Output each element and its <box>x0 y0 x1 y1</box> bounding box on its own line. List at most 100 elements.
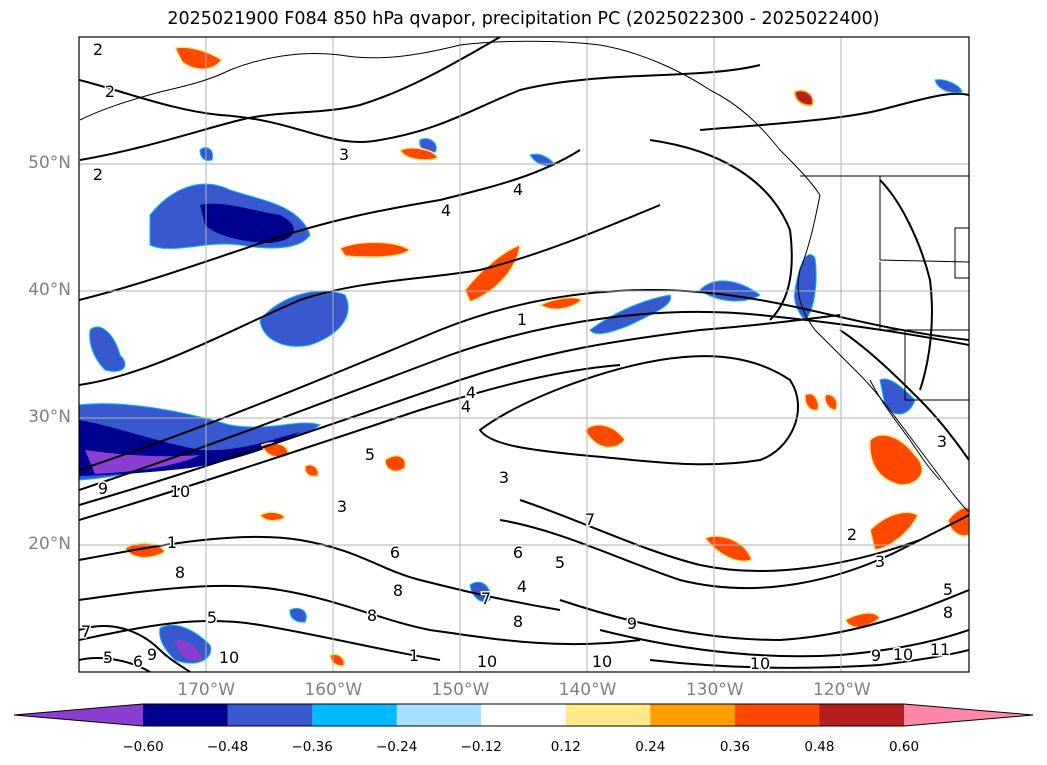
contour-line <box>79 37 501 161</box>
contour-line <box>79 584 641 646</box>
contour-label: 5 <box>103 648 113 667</box>
precip-blob <box>804 392 820 412</box>
colorbar-tick-label: 0.24 <box>635 739 666 755</box>
colorbar-extend-high <box>904 704 1033 726</box>
colorbar-extend-low <box>14 704 143 726</box>
contour-label: 10 <box>219 648 239 667</box>
colorbar-bin <box>227 704 313 726</box>
precip-blob <box>469 581 491 603</box>
latitude-label: 50°N <box>28 153 71 173</box>
qvapor-contours <box>79 37 969 672</box>
alaska-coast <box>79 40 821 196</box>
precip-blob <box>89 326 126 372</box>
contour-label: 3 <box>937 432 947 451</box>
precip-blob <box>398 147 439 161</box>
contour-label: 4 <box>461 397 471 416</box>
contour-line <box>79 535 561 611</box>
north-america-coast <box>797 194 969 513</box>
contour-label: 2 <box>93 165 103 184</box>
contour-line <box>79 314 841 506</box>
precip-positive-areas <box>123 46 969 667</box>
contour-label: 9 <box>871 646 881 665</box>
contour-label: 5 <box>555 553 565 572</box>
colorbar-tick-label: −0.36 <box>291 739 333 755</box>
colorbar-bins <box>143 704 905 726</box>
colorbar-tick-label: −0.12 <box>460 739 502 755</box>
precip-blob <box>289 607 307 623</box>
longitude-label: 160°W <box>304 680 363 700</box>
precip-blob <box>529 153 556 167</box>
contour-line <box>79 619 441 661</box>
contour-line <box>79 657 151 672</box>
contour-label: 3 <box>875 552 885 571</box>
contour-label: 1 <box>167 533 177 552</box>
contour-line <box>519 499 921 572</box>
contour-line <box>79 149 581 301</box>
contour-line <box>79 204 661 386</box>
latitude-label: 20°N <box>28 534 71 554</box>
latitude-label: 30°N <box>28 407 71 427</box>
contour-label: 10 <box>592 652 612 671</box>
contour-label: 6 <box>513 543 523 562</box>
contour-label: 8 <box>175 563 185 582</box>
colorbar-bin <box>312 704 398 726</box>
contour-label: 6 <box>390 543 400 562</box>
colorbar-tick-label: 0.12 <box>550 739 581 755</box>
contour-label: 2 <box>93 40 103 59</box>
contour-label: 7 <box>481 589 491 608</box>
contour-line <box>649 649 969 669</box>
colorbar-bin <box>565 704 651 726</box>
contour-label: 7 <box>585 510 595 529</box>
contour-label: 3 <box>499 468 509 487</box>
precip-blob <box>258 511 287 522</box>
colorbar-bin <box>734 704 820 726</box>
state-border <box>879 176 969 263</box>
colorbar-bin <box>819 704 905 726</box>
contour-label: 4 <box>441 201 451 220</box>
contour-label: 4 <box>513 180 523 199</box>
contour-line <box>79 64 761 144</box>
contour-label: 4 <box>517 577 527 596</box>
precip-blob <box>843 612 881 629</box>
colorbar-bin <box>396 704 482 726</box>
map-gridlines <box>79 37 969 672</box>
precip-blob <box>464 243 521 303</box>
precip-blob <box>824 393 838 411</box>
contour-label: 10 <box>477 652 497 671</box>
contour-label: 3 <box>337 497 347 516</box>
precip-blob <box>794 90 814 106</box>
contour-line <box>478 355 800 466</box>
longitude-label: 140°W <box>558 680 617 700</box>
contour-label: 3 <box>339 145 349 164</box>
contour-line <box>79 310 969 491</box>
contour-label: 10 <box>893 645 913 664</box>
contour-line <box>599 629 969 658</box>
contour-label: 1 <box>517 310 527 329</box>
colorbar <box>13 703 1034 727</box>
chart-title: 2025021900 F084 850 hPa qvapor, precipit… <box>167 9 880 29</box>
precip-negative-areas <box>79 79 963 664</box>
longitude-label: 120°W <box>812 680 871 700</box>
precip-blob <box>338 241 412 258</box>
contour-line <box>879 179 933 391</box>
precip-blob <box>384 454 407 472</box>
contour-label: 8 <box>943 603 953 622</box>
colorbar-tick-label: 0.48 <box>804 739 835 755</box>
contour-label: 8 <box>393 581 403 600</box>
colorbar-bin <box>481 704 567 726</box>
contour-label: 5 <box>207 608 217 627</box>
contour-label: 5 <box>943 580 953 599</box>
precip-blob <box>304 464 320 478</box>
precip-blob <box>200 203 294 243</box>
colorbar-tick-label: 0.36 <box>719 739 750 755</box>
contour-label: 4 <box>466 383 476 402</box>
contour-label: 7 <box>81 622 91 641</box>
precip-blob <box>85 450 200 474</box>
precip-blob <box>175 639 202 661</box>
state-border <box>904 330 969 401</box>
contour-label: 8 <box>367 606 377 625</box>
colorbar-outline <box>13 703 1034 727</box>
colorbar-tick-label: −0.60 <box>122 739 164 755</box>
